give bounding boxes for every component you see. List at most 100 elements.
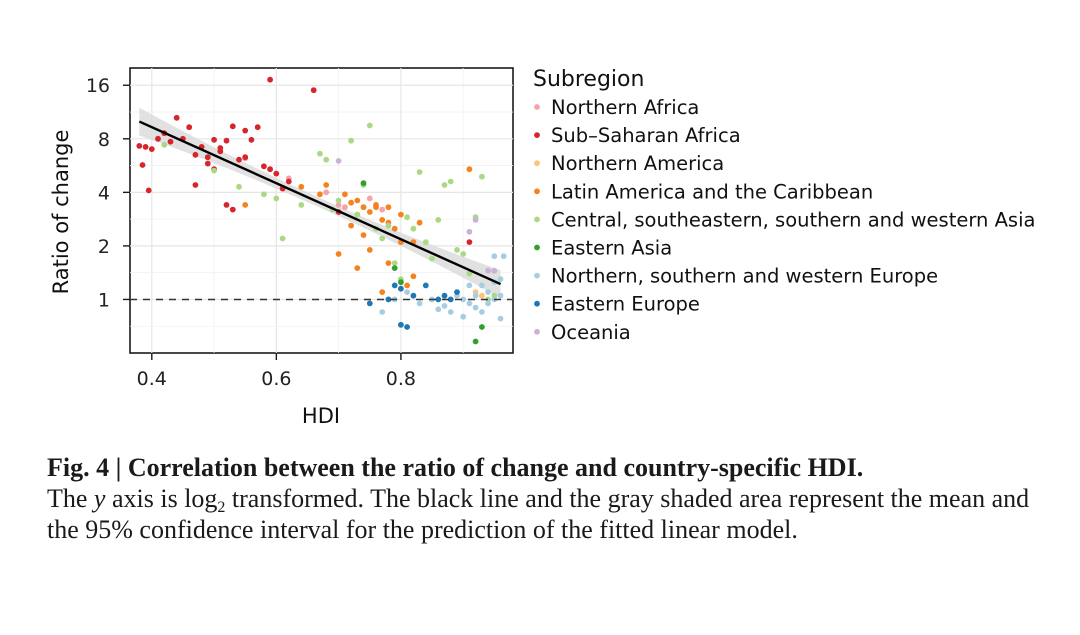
data-points [136, 76, 507, 345]
data-point [497, 315, 504, 322]
data-point [211, 136, 218, 143]
data-point [360, 180, 367, 187]
data-point [279, 235, 286, 242]
data-point [229, 206, 236, 213]
plot-panel [129, 67, 514, 354]
legend-swatch [534, 272, 540, 279]
data-point [422, 239, 429, 246]
data-point [335, 197, 342, 204]
data-point [460, 313, 467, 320]
y-tick-label: 16 [86, 75, 110, 97]
data-point [360, 232, 367, 239]
data-point [242, 127, 249, 134]
data-point [229, 123, 236, 130]
data-point [435, 296, 442, 303]
data-point [323, 189, 330, 196]
data-point [479, 324, 485, 330]
legend-swatch [534, 132, 540, 139]
data-point [435, 217, 442, 223]
data-point [366, 247, 373, 253]
data-point [139, 162, 146, 168]
data-point [379, 309, 386, 315]
data-point [379, 206, 386, 213]
data-point [472, 292, 479, 299]
data-point [379, 217, 386, 223]
caption-text-3: transformed. The black line and the gray… [47, 484, 1030, 544]
x-tick-label: 0.6 [261, 368, 291, 390]
data-point [404, 282, 410, 289]
data-point [466, 282, 473, 289]
data-point [398, 285, 404, 292]
y-tick-label: 1 [98, 289, 110, 311]
data-point [398, 211, 404, 218]
data-point [173, 114, 180, 121]
data-point [366, 209, 373, 215]
data-point [479, 173, 485, 180]
legend-swatch [534, 160, 540, 167]
data-point [335, 158, 342, 164]
legend-title: Subregion [533, 67, 644, 92]
data-point [192, 182, 199, 188]
x-axis-title: HDI [302, 404, 340, 428]
data-point [317, 150, 323, 157]
data-point [285, 178, 292, 185]
data-point [348, 199, 354, 206]
data-point [466, 239, 473, 246]
data-point [485, 267, 491, 274]
data-point [416, 219, 423, 226]
y-tick-label: 4 [98, 182, 110, 204]
figure-caption: Fig. 4 | Correlation between the ratio o… [47, 452, 1057, 545]
data-point [466, 228, 473, 235]
data-point [466, 300, 473, 307]
data-point [148, 146, 155, 153]
data-point [167, 138, 174, 145]
data-point [479, 282, 485, 289]
data-point [447, 178, 454, 185]
data-point [385, 204, 392, 211]
data-point [204, 154, 211, 161]
data-point [267, 76, 273, 83]
data-point [360, 204, 367, 211]
data-point [298, 183, 305, 190]
data-point [447, 309, 454, 315]
data-point [236, 183, 242, 190]
caption-text-1: The [47, 484, 94, 513]
data-point [217, 148, 224, 155]
data-point [348, 222, 354, 229]
data-point [248, 136, 255, 143]
legend-label: Central, southeastern, southern and west… [551, 208, 1035, 231]
data-point [373, 204, 379, 211]
data-point [422, 282, 429, 289]
data-point [435, 306, 442, 313]
data-point [410, 273, 417, 280]
data-point [142, 144, 149, 150]
data-point [391, 282, 398, 289]
data-point [491, 267, 498, 274]
data-point [186, 124, 193, 131]
data-point [441, 303, 448, 309]
data-point [242, 202, 249, 208]
grid-lines [130, 68, 513, 353]
data-point [454, 289, 460, 295]
data-point [223, 202, 230, 208]
data-point [404, 289, 410, 295]
legend-swatch [534, 216, 540, 223]
data-point [391, 225, 398, 232]
x-tick-label: 0.4 [137, 368, 167, 390]
data-point [273, 195, 280, 202]
data-point [472, 217, 479, 223]
data-point [261, 191, 267, 198]
data-point [354, 211, 361, 218]
data-point [472, 304, 479, 311]
legend-swatch [534, 244, 540, 251]
legend-label: Eastern Europe [551, 293, 700, 316]
x-tick-label: 0.8 [386, 368, 416, 390]
legend-label: Northern, southern and western Europe [551, 265, 938, 288]
data-point [441, 182, 448, 188]
legend-label: Latin America and the Caribbean [551, 180, 873, 203]
data-point [366, 195, 373, 202]
y-axis-title: Ratio of change [49, 130, 73, 295]
data-point [497, 276, 504, 283]
data-point [479, 309, 485, 315]
data-point [317, 191, 323, 198]
